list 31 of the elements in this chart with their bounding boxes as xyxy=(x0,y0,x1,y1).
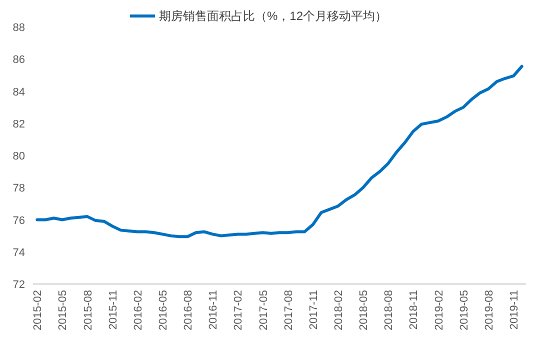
x-tick-label: 2018-02 xyxy=(332,290,345,330)
x-tick-label: 2015-08 xyxy=(82,290,94,330)
y-tick-label: 84 xyxy=(12,86,25,98)
x-tick-label: 2018-05 xyxy=(358,290,370,330)
x-tick-label: 2016-11 xyxy=(208,290,220,330)
line-series xyxy=(36,64,524,238)
y-tick-label: 86 xyxy=(12,54,25,66)
y-tick-label: 76 xyxy=(12,214,25,227)
x-tick-label: 2016-05 xyxy=(158,290,170,330)
x-tick-label: 2018-11 xyxy=(408,290,420,330)
x-tick-label: 2019-08 xyxy=(483,290,496,330)
y-tick-label: 72 xyxy=(12,279,25,291)
x-tick-label: 2015-05 xyxy=(57,290,70,330)
x-tick-label: 2019-02 xyxy=(433,290,446,330)
x-tick-label: 2018-08 xyxy=(383,290,396,330)
x-tick-label: 2019-11 xyxy=(508,290,520,330)
x-tick-label: 2017-05 xyxy=(258,290,270,330)
x-tick-label: 2016-08 xyxy=(182,290,195,330)
x-tick-label: 2016-02 xyxy=(132,290,144,330)
legend-label: 期房销售面积占比（%，12个月移动平均） xyxy=(159,9,388,23)
x-tick-label: 2017-08 xyxy=(282,290,295,330)
y-tick-label: 88 xyxy=(12,22,25,34)
y-tick-label: 78 xyxy=(12,182,25,195)
x-tick-label: 2015-02 xyxy=(32,290,44,330)
x-tick-label: 2015-11 xyxy=(107,290,120,330)
x-tick-label: 2017-02 xyxy=(232,290,245,330)
y-tick-label: 74 xyxy=(12,246,25,259)
x-tick-label: 2019-05 xyxy=(458,290,470,330)
y-tick-label: 82 xyxy=(12,118,25,130)
x-tick-label: 2017-11 xyxy=(308,290,320,330)
y-tick-label: 80 xyxy=(12,150,25,162)
